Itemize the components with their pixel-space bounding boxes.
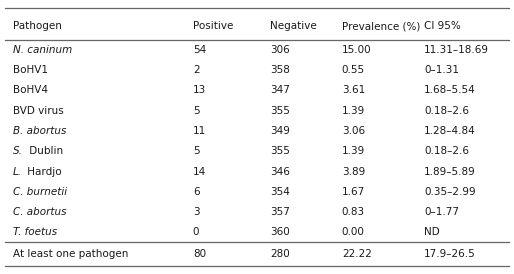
Text: 1.39: 1.39 [342,146,365,156]
Text: N. caninum: N. caninum [13,45,72,55]
Text: CI 95%: CI 95% [424,21,461,31]
Text: 355: 355 [270,146,290,156]
Text: L.: L. [13,167,22,176]
Text: 280: 280 [270,249,289,259]
Text: S.: S. [13,146,23,156]
Text: 1.39: 1.39 [342,106,365,116]
Text: 355: 355 [270,106,290,116]
Text: ND: ND [424,227,440,237]
Text: Hardjo: Hardjo [25,167,62,176]
Text: 11: 11 [193,126,206,136]
Text: 3.61: 3.61 [342,85,365,95]
Text: 6: 6 [193,187,199,197]
Text: 1.67: 1.67 [342,187,365,197]
Text: Prevalence (%): Prevalence (%) [342,21,420,31]
Text: 1.28–4.84: 1.28–4.84 [424,126,476,136]
Text: 349: 349 [270,126,290,136]
Text: 0–1.31: 0–1.31 [424,65,459,75]
Text: 306: 306 [270,45,289,55]
Text: 1.68–5.54: 1.68–5.54 [424,85,476,95]
Text: T. foetus: T. foetus [13,227,57,237]
Text: 0.18–2.6: 0.18–2.6 [424,106,469,116]
Text: B. abortus: B. abortus [13,126,66,136]
Text: 354: 354 [270,187,290,197]
Text: 1.89–5.89: 1.89–5.89 [424,167,476,176]
Text: Pathogen: Pathogen [13,21,62,31]
Text: 17.9–26.5: 17.9–26.5 [424,249,476,259]
Text: 346: 346 [270,167,290,176]
Text: 0.55: 0.55 [342,65,365,75]
Text: Dublin: Dublin [26,146,63,156]
Text: 11.31–18.69: 11.31–18.69 [424,45,489,55]
Text: BVD virus: BVD virus [13,106,64,116]
Text: C. burnetii: C. burnetii [13,187,67,197]
Text: 3.06: 3.06 [342,126,365,136]
Text: 358: 358 [270,65,290,75]
Text: 347: 347 [270,85,290,95]
Text: 3: 3 [193,207,199,217]
Text: BoHV4: BoHV4 [13,85,48,95]
Text: 0.18–2.6: 0.18–2.6 [424,146,469,156]
Text: 2: 2 [193,65,199,75]
Text: Negative: Negative [270,21,317,31]
Text: Positive: Positive [193,21,233,31]
Text: 0–1.77: 0–1.77 [424,207,459,217]
Text: 5: 5 [193,106,199,116]
Text: 357: 357 [270,207,290,217]
Text: 5: 5 [193,146,199,156]
Text: 0.35–2.99: 0.35–2.99 [424,187,475,197]
Text: 22.22: 22.22 [342,249,372,259]
Text: 14: 14 [193,167,206,176]
Text: 360: 360 [270,227,289,237]
Text: 54: 54 [193,45,206,55]
Text: 15.00: 15.00 [342,45,372,55]
Text: 0.83: 0.83 [342,207,365,217]
Text: 80: 80 [193,249,206,259]
Text: At least one pathogen: At least one pathogen [13,249,128,259]
Text: C. abortus: C. abortus [13,207,66,217]
Text: 3.89: 3.89 [342,167,365,176]
Text: BoHV1: BoHV1 [13,65,48,75]
Text: 13: 13 [193,85,206,95]
Text: 0: 0 [193,227,199,237]
Text: 0.00: 0.00 [342,227,365,237]
